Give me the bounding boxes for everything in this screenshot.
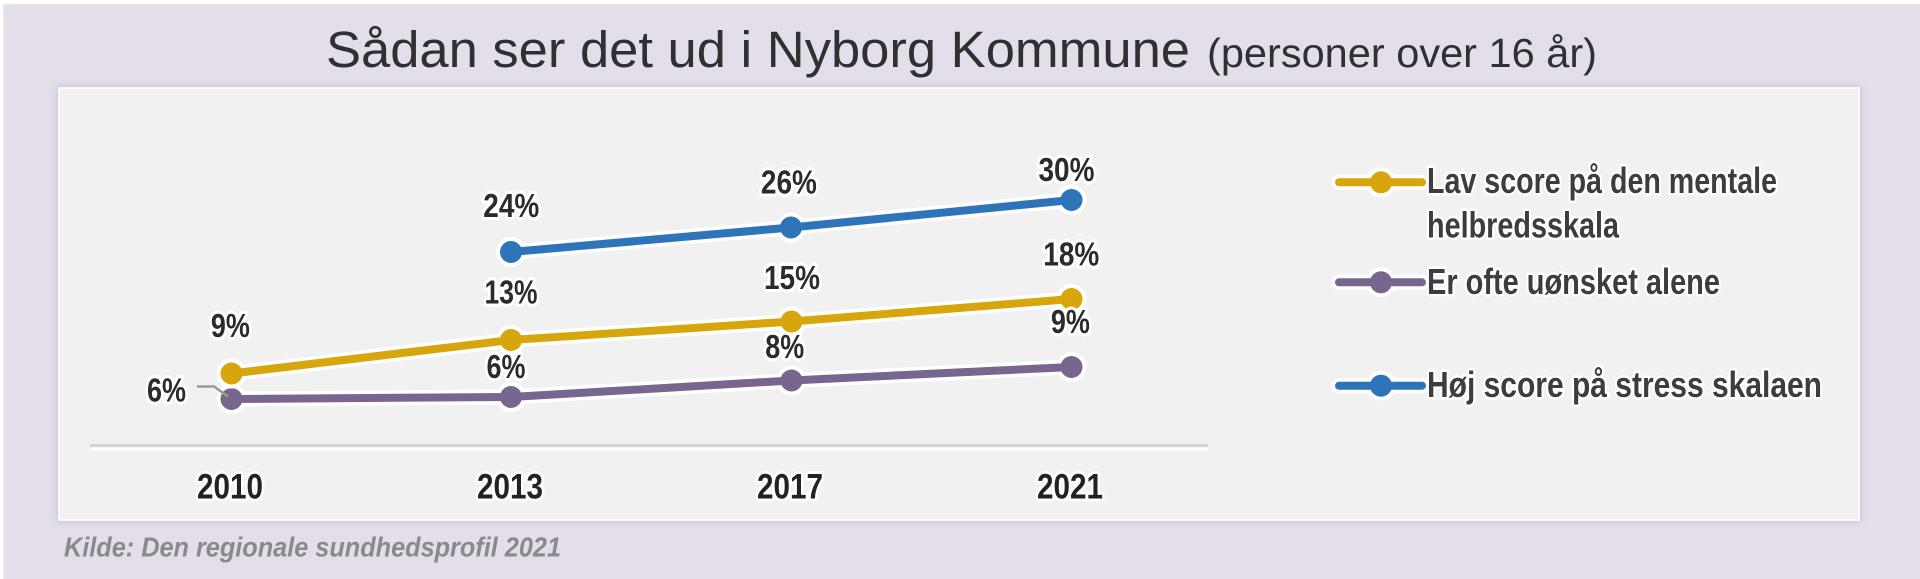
svg-text:30%: 30%	[1039, 151, 1095, 188]
svg-text:helbredsskala: helbredsskala	[1427, 205, 1620, 246]
svg-text:(personer over 16 år): (personer over 16 år)	[1207, 30, 1597, 76]
svg-text:13%: 13%	[485, 274, 538, 311]
svg-text:18%: 18%	[1043, 236, 1099, 273]
svg-text:9%: 9%	[211, 307, 250, 344]
svg-text:Lav score på den mentale: Lav score på den mentale	[1427, 160, 1777, 201]
svg-text:24%: 24%	[483, 187, 539, 224]
svg-text:26%: 26%	[761, 164, 817, 201]
svg-text:Sådan ser det ud i Nyborg Komm: Sådan ser det ud i Nyborg Kommune	[326, 21, 1190, 78]
svg-text:2010: 2010	[197, 468, 263, 507]
svg-text:2017: 2017	[757, 468, 823, 507]
svg-text:15%: 15%	[764, 259, 820, 296]
svg-text:Er ofte uønsket alene: Er ofte uønsket alene	[1427, 261, 1720, 302]
svg-text:9%: 9%	[1051, 303, 1090, 340]
svg-text:Høj score på stress skalaen: Høj score på stress skalaen	[1427, 364, 1822, 405]
svg-text:6%: 6%	[147, 372, 186, 409]
svg-text:2013: 2013	[477, 468, 543, 507]
svg-text:6%: 6%	[487, 348, 526, 385]
svg-text:8%: 8%	[765, 328, 804, 365]
svg-text:2021: 2021	[1037, 468, 1103, 507]
svg-text:Kilde: Den regionale sundhedsp: Kilde: Den regionale sundhedsprofil 2021	[64, 532, 561, 563]
